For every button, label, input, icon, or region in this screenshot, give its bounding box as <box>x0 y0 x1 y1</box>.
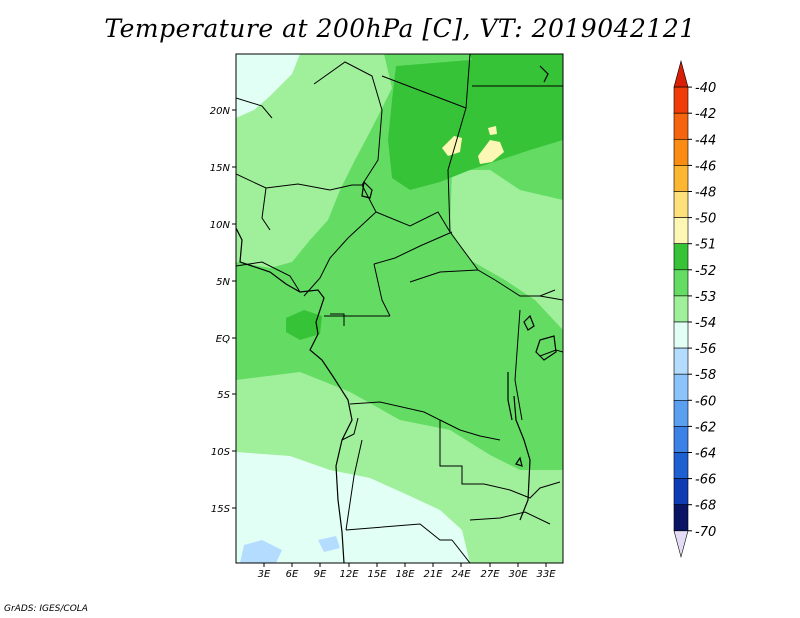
field-minus51-patch-1 <box>442 136 462 156</box>
lon-label-27e: 27E <box>480 569 500 580</box>
field-minus58-patch-2 <box>318 536 340 552</box>
field-minus54-east <box>450 170 563 330</box>
lat-label-20n: 20N <box>210 106 231 117</box>
grads-credit: GrADS: IGES/COLA <box>4 604 88 614</box>
colorbar-label: -52 <box>695 264 716 279</box>
colorbar-label: -60 <box>695 394 716 409</box>
colorbar-label: -64 <box>695 447 716 462</box>
colorbar-swatch <box>673 59 689 88</box>
lon-label-6e: 6E <box>286 569 299 580</box>
colorbar-label: -56 <box>695 342 716 357</box>
lat-label-15n: 15N <box>210 163 231 174</box>
colorbar-swatch <box>673 269 689 297</box>
latitude-axis: 20N 15N 10N 5N EQ 5S 10S 15S <box>210 106 236 515</box>
lon-label-3e: 3E <box>258 569 271 580</box>
field-minus51-patch-2 <box>478 140 504 164</box>
temperature-field <box>236 54 563 563</box>
colorbar-label: -51 <box>695 238 716 253</box>
lon-label-33e: 33E <box>536 569 556 580</box>
colorbar-swatch <box>673 243 689 271</box>
country-borders <box>236 54 563 563</box>
colorbar-swatch <box>673 478 689 506</box>
colorbar-swatch <box>673 295 689 323</box>
map-title: Temperature at 200hPa [C], VT: 201904212… <box>104 14 696 43</box>
field-minus58-patch-1 <box>240 540 282 563</box>
colorbar-swatch <box>673 112 689 140</box>
lon-label-24e: 24E <box>451 569 471 580</box>
colorbar-swatch <box>673 452 689 479</box>
coastlines <box>236 65 557 563</box>
colorbar-swatch <box>673 165 689 192</box>
lat-label-10n: 10N <box>210 220 231 231</box>
lat-label-eq: EQ <box>216 334 230 345</box>
colorbar-swatch <box>673 139 689 166</box>
lon-label-15e: 15E <box>367 569 387 580</box>
colorbar-swatch <box>673 426 689 453</box>
colorbar-label: -58 <box>695 368 716 383</box>
colorbar-swatch <box>673 217 689 245</box>
lon-label-9e: 9E <box>314 569 327 580</box>
colorbar-label: -46 <box>695 159 716 174</box>
field-minus56-south <box>236 452 470 563</box>
colorbar-label: -53 <box>695 290 716 305</box>
field-minus51-patch-3 <box>488 126 497 135</box>
lat-label-10s: 10S <box>211 447 231 458</box>
colorbar-label: -68 <box>695 499 716 514</box>
colorbar-label: -48 <box>695 186 716 201</box>
colorbar-swatch <box>673 321 689 349</box>
colorbar-swatch <box>673 373 689 401</box>
lon-label-12e: 12E <box>339 569 359 580</box>
colorbar-swatch <box>673 347 689 375</box>
colorbar-label: -40 <box>695 81 716 96</box>
colorbar: -40 -42 -44 -46 -48 -50 -51 -52 -53 -54 -56 -58 -60 -… <box>673 59 716 559</box>
field-minus52-northeast <box>470 54 563 88</box>
field-minus52-north <box>388 58 563 190</box>
lat-label-15s: 15S <box>211 504 231 515</box>
lat-label-5s: 5S <box>217 390 230 401</box>
colorbar-label: -66 <box>695 473 716 488</box>
colorbar-label: -54 <box>695 316 716 331</box>
lon-label-21e: 21E <box>423 569 443 580</box>
field-minus56-northwest <box>236 54 300 118</box>
colorbar-swatch <box>673 86 689 114</box>
colorbar-label: -44 <box>695 133 716 148</box>
colorbar-swatch <box>673 504 689 532</box>
colorbar-swatch <box>673 191 689 218</box>
map-frame <box>235 53 564 564</box>
field-minus52-gabon <box>286 310 322 340</box>
colorbar-label: -70 <box>695 525 716 540</box>
colorbar-swatch <box>673 399 689 427</box>
colorbar-label: -42 <box>695 107 716 122</box>
field-minus54-northwest <box>236 54 392 268</box>
colorbar-swatch <box>673 530 689 559</box>
lat-label-5n: 5N <box>216 277 230 288</box>
lon-label-30e: 30E <box>508 569 528 580</box>
longitude-axis: 3E 6E 9E 12E 15E 18E 21E 24E 27E 30E 33E <box>258 563 556 580</box>
colorbar-label: -62 <box>695 420 716 435</box>
lon-label-18e: 18E <box>395 569 415 580</box>
colorbar-label: -50 <box>695 212 716 227</box>
